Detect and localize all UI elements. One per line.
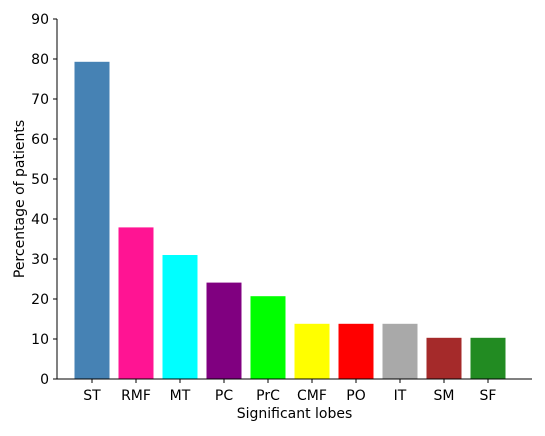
bar-prc <box>250 296 286 379</box>
y-tick-label: 90 <box>31 12 49 28</box>
bar-it <box>382 323 418 379</box>
y-tick-label: 10 <box>31 332 49 348</box>
y-tick-label: 50 <box>31 172 49 188</box>
x-tick-label: RMF <box>121 388 151 404</box>
y-tick-label: 0 <box>40 372 49 388</box>
x-axis-title: Significant lobes <box>237 406 353 422</box>
x-tick-label: PrC <box>256 388 280 404</box>
y-tick-label: 60 <box>31 132 49 148</box>
x-tick-label: ST <box>83 388 101 404</box>
y-tick-label: 70 <box>31 92 49 108</box>
y-tick-label: 30 <box>31 252 49 268</box>
y-axis-ticks: 0 10 20 30 40 50 60 70 80 90 <box>31 12 57 388</box>
bar-cmf <box>294 323 330 379</box>
x-axis-ticks: ST RMF MT PC PrC CMF PO IT SM SF <box>83 379 496 404</box>
bar-sf <box>470 337 506 379</box>
bar-po <box>338 323 374 379</box>
y-tick-label: 80 <box>31 52 49 68</box>
x-tick-label: CMF <box>297 388 327 404</box>
bar-pc <box>206 282 242 379</box>
x-tick-label: PO <box>346 388 365 404</box>
x-tick-label: SF <box>480 388 497 404</box>
bar-rmf <box>118 227 154 379</box>
y-tick-label: 20 <box>31 292 49 308</box>
x-tick-label: SM <box>434 388 455 404</box>
bar-mt <box>162 255 198 379</box>
bar-sm <box>426 337 462 379</box>
y-axis-title: Percentage of patients <box>12 120 28 278</box>
bars-group <box>74 61 506 380</box>
x-tick-label: IT <box>394 388 407 404</box>
x-tick-label: PC <box>215 388 233 404</box>
y-tick-label: 40 <box>31 212 49 228</box>
x-tick-label: MT <box>170 388 191 404</box>
bar-st <box>74 61 110 380</box>
